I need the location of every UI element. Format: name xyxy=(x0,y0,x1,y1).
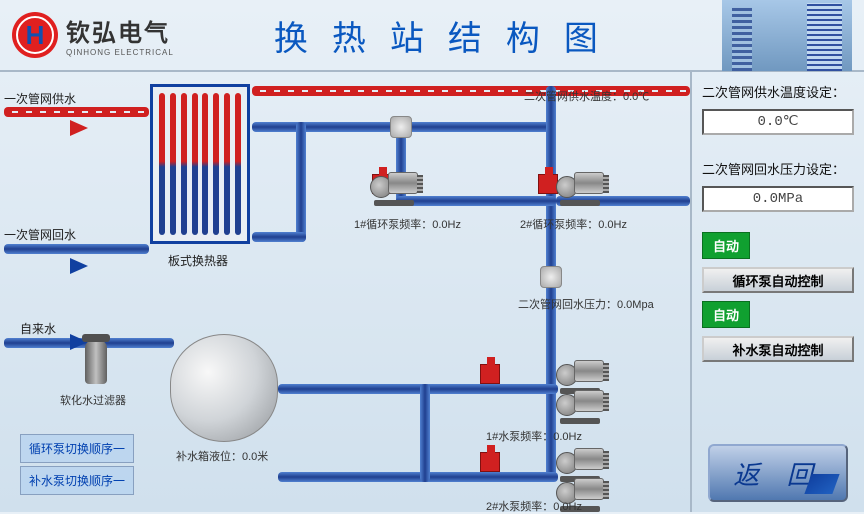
makeup-pump-1b-icon xyxy=(556,388,604,424)
circ-seq-button[interactable]: 循环泵切换顺序一 xyxy=(20,434,134,463)
back-button[interactable]: 返 回 xyxy=(708,444,848,502)
makeup-pump-auto-button[interactable]: 补水泵自动控制 xyxy=(702,336,854,362)
makeup-auto-tag: 自动 xyxy=(702,301,750,328)
tee2-icon xyxy=(540,266,562,288)
label-tank-level: 补水箱液位：0.0米 xyxy=(176,448,268,464)
pipe-makeup-v xyxy=(420,384,430,482)
header: H 钦弘电气 QINHONG ELECTRICAL 换热站结构图 xyxy=(0,0,864,72)
valve-m1-icon xyxy=(480,364,500,384)
circ-pump-1-icon xyxy=(370,170,418,206)
label-pump2-freq: 2#循环泵频率：0.0Hz xyxy=(520,216,627,232)
set-temp-label: 二次管网供水温度设定： xyxy=(702,82,854,101)
label-return-in: 一次管网回水 xyxy=(4,226,76,243)
pipe-makeup-h2 xyxy=(278,472,558,482)
set-press-input[interactable]: 0.0MPa xyxy=(702,186,854,212)
pipe-makeup-h1 xyxy=(278,384,558,394)
buildings-decor xyxy=(722,0,852,71)
brand-cn: 钦弘电气 xyxy=(66,13,174,48)
pipe-pumps-h xyxy=(396,196,556,206)
arrow-return-icon xyxy=(70,258,88,274)
label-wpump1: 1#水泵频率：0.0Hz xyxy=(486,428,582,444)
brand-en: QINHONG ELECTRICAL xyxy=(66,48,174,57)
valve2-icon xyxy=(538,174,558,194)
makeup-seq-button[interactable]: 补水泵切换顺序一 xyxy=(20,466,134,495)
pipe-hot-in xyxy=(4,107,149,117)
logo-icon: H xyxy=(12,12,58,58)
circ-pump-auto-button[interactable]: 循环泵自动控制 xyxy=(702,267,854,293)
pipe-return-in xyxy=(4,244,149,254)
label-hx: 板式换热器 xyxy=(168,252,228,269)
circ-auto-tag: 自动 xyxy=(702,232,750,259)
circ-pump-2-icon xyxy=(556,170,604,206)
control-sidebar: 二次管网供水温度设定： 0.0℃ 二次管网回水压力设定： 0.0MPa 自动 循… xyxy=(690,72,864,512)
filter-icon xyxy=(85,340,107,384)
label-supply-in: 一次管网供水 xyxy=(4,90,76,107)
label-filter: 软化水过滤器 xyxy=(60,392,126,408)
label-supply-temp: 二次管网供水温度：0.0℃ xyxy=(524,88,649,104)
label-tap: 自来水 xyxy=(20,320,56,337)
page-title: 换热站结构图 xyxy=(174,11,722,60)
tank-icon xyxy=(170,334,278,442)
set-press-label: 二次管网回水压力设定： xyxy=(702,159,854,178)
process-diagram: 一次管网供水 一次管网回水 板式换热器 1#循环泵频率：0.0Hz 2#循环泵频… xyxy=(0,72,690,512)
tee-icon xyxy=(390,116,412,138)
label-pump1-freq: 1#循环泵频率：0.0Hz xyxy=(354,216,461,232)
logo-letter: H xyxy=(26,20,45,51)
set-temp-input[interactable]: 0.0℃ xyxy=(702,109,854,135)
heat-exchanger-icon xyxy=(150,84,250,244)
label-return-press: 二次管网回水压力：0.0Mpa xyxy=(518,296,654,312)
pipe-sec-v1 xyxy=(296,122,306,242)
valve-m2-icon xyxy=(480,452,500,472)
brand-logo: H 钦弘电气 QINHONG ELECTRICAL xyxy=(12,12,174,58)
pipe-sec-hx xyxy=(252,232,306,242)
arrow-hot-icon xyxy=(70,120,88,136)
